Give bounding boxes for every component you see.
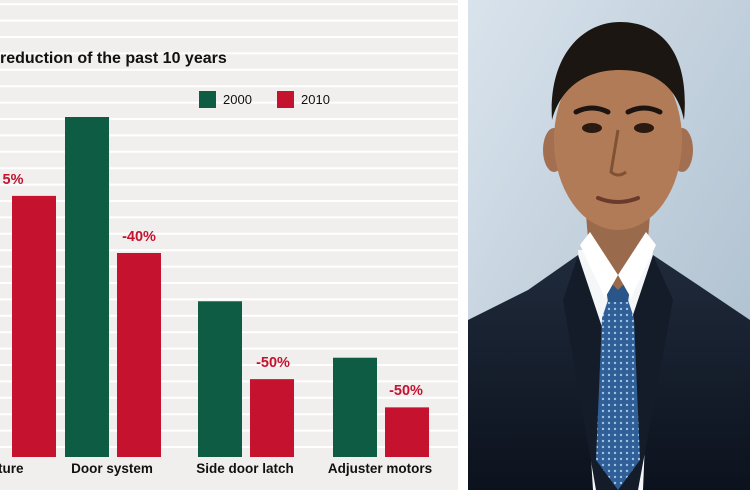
bar-2000-adjuster-motors: [333, 357, 377, 457]
legend-item-2010: 2010: [277, 91, 330, 108]
category-label-door-system: Door system: [71, 461, 153, 476]
bar-2000-side-door-latch: [198, 301, 242, 457]
bar-2010-adjuster-motors: [385, 407, 429, 457]
bar-2010-cture: [12, 195, 56, 457]
chart-plot: [0, 3, 458, 457]
portrait-photo: [468, 0, 750, 490]
data-label-structure: 5%: [2, 171, 24, 188]
person-portrait-icon: [468, 0, 750, 490]
legend-label-2000: 2000: [223, 92, 252, 107]
category-label-structure: cture: [0, 461, 24, 476]
category-label-adjuster-motors: Adjuster motors: [327, 461, 433, 476]
category-label-side-door-latch: Side door latch: [196, 461, 294, 476]
bar-2010-side-door-latch: [250, 379, 294, 457]
bar-2000-door-system: [65, 117, 109, 457]
data-label-door-system: -40%: [122, 229, 156, 245]
chart-panel: reduction of the past 10 years 2000 2010…: [0, 0, 458, 490]
legend-swatch-2000: [199, 91, 216, 108]
chart-title: reduction of the past 10 years: [0, 50, 227, 67]
legend-label-2010: 2010: [301, 92, 330, 107]
legend-item-2000: 2000: [199, 91, 252, 108]
bar-2010-door-system: [117, 253, 161, 457]
legend-swatch-2010: [277, 91, 294, 108]
data-label-adjuster-motors: -50%: [389, 383, 423, 400]
data-label-side-door-latch: -50%: [256, 355, 290, 372]
